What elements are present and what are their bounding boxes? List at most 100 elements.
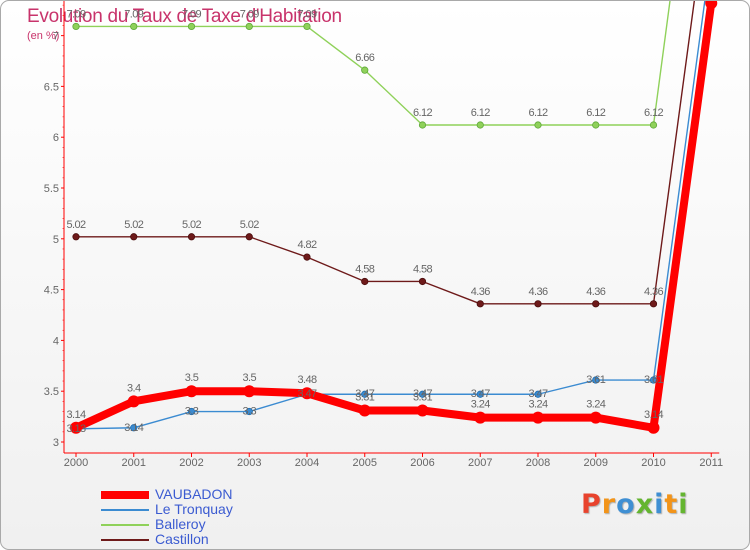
- data-label: 3.14: [66, 409, 85, 421]
- data-label: 3.61: [644, 374, 663, 386]
- data-point: [72, 233, 80, 241]
- x-tick-label: 2004: [295, 457, 319, 469]
- series-line-le-tronquay: [75, 1, 706, 430]
- y-tick-label: 5: [53, 234, 59, 246]
- y-tick-label: 4: [53, 335, 59, 347]
- data-point: [243, 385, 256, 398]
- data-label: 3.3: [243, 406, 257, 418]
- data-label: 4.36: [471, 286, 490, 298]
- data-point: [187, 22, 196, 31]
- legend-label: Balleroy: [155, 516, 206, 532]
- y-tick-label: 6.5: [44, 81, 59, 93]
- legend-swatch: [101, 509, 149, 511]
- brand-logo: Proxiti: [581, 489, 689, 520]
- data-point: [592, 300, 600, 308]
- data-point: [534, 390, 542, 398]
- data-label: 3.24: [528, 399, 547, 411]
- data-point: [187, 407, 196, 416]
- data-label: 3.14: [124, 422, 143, 434]
- data-label: 3.5: [185, 372, 199, 384]
- legend-label: Castillon: [155, 531, 209, 547]
- data-point: [358, 404, 371, 417]
- data-point: [534, 300, 542, 308]
- data-label: 4.58: [355, 263, 374, 275]
- data-label: 5.02: [66, 219, 85, 231]
- data-point: [647, 421, 660, 434]
- data-label: 7.09: [240, 8, 259, 20]
- y-tick-label: 7: [53, 31, 59, 43]
- legend-swatch: [101, 491, 149, 499]
- data-label: 6.12: [413, 107, 432, 119]
- data-point: [592, 121, 600, 129]
- y-tick-label: 3.5: [44, 386, 59, 398]
- data-point: [301, 387, 313, 400]
- data-label: 7.09: [182, 8, 201, 20]
- y-tick-label: 4.5: [44, 285, 59, 297]
- data-label: 4.58: [413, 263, 432, 275]
- data-label: 6.12: [471, 107, 490, 119]
- data-point: [705, 1, 718, 10]
- data-point: [245, 22, 253, 31]
- data-point: [474, 411, 487, 424]
- data-point: [476, 121, 484, 129]
- series-line-balleroy: [75, 1, 671, 126]
- y-tick-label: 6: [53, 132, 59, 144]
- data-point: [361, 390, 369, 398]
- data-point: [127, 395, 140, 408]
- x-tick-label: 2000: [64, 457, 88, 469]
- data-point: [187, 233, 196, 241]
- data-point: [476, 390, 484, 398]
- x-tick-label: 2008: [526, 457, 550, 469]
- data-point: [418, 390, 427, 398]
- data-label: 3.47: [297, 388, 316, 400]
- data-point: [534, 121, 542, 129]
- legend-label: VAUBADON: [155, 486, 233, 502]
- data-label: 3.14: [644, 409, 663, 421]
- data-label: 3.61: [586, 374, 605, 386]
- data-point: [70, 421, 82, 434]
- data-label: 3.5: [243, 372, 257, 384]
- data-point: [185, 385, 198, 398]
- data-label: 7.09: [297, 8, 316, 20]
- x-tick-label: 2002: [179, 457, 203, 469]
- legend-swatch: [101, 524, 149, 526]
- legend-label: Le Tronquay: [155, 501, 233, 517]
- data-label: 6.12: [644, 107, 663, 119]
- data-point: [416, 404, 429, 417]
- data-point: [418, 121, 427, 129]
- data-label: 7.09: [66, 8, 85, 20]
- x-tick-label: 2010: [641, 457, 665, 469]
- data-label: 5.02: [124, 219, 143, 231]
- x-tick-label: 2009: [584, 457, 608, 469]
- data-point: [361, 66, 369, 74]
- data-label: 3.48: [297, 374, 316, 386]
- data-point: [418, 277, 427, 286]
- x-tick-label: 2001: [122, 457, 146, 469]
- chart-title: Evolution du Taux de Taxe d'Habitation: [27, 6, 342, 27]
- data-label: 4.36: [528, 286, 547, 298]
- data-point: [649, 300, 658, 308]
- legend-swatch: [101, 539, 149, 541]
- data-label: 6.12: [528, 107, 547, 119]
- data-label: 4.36: [644, 286, 663, 298]
- data-point: [476, 300, 484, 308]
- data-label: 3.47: [355, 388, 374, 400]
- data-point: [245, 233, 253, 241]
- data-point: [245, 407, 253, 416]
- series-line-castillon: [75, 1, 695, 305]
- data-point: [72, 22, 80, 31]
- data-label: 3.31: [355, 392, 374, 404]
- data-point: [532, 411, 544, 424]
- data-label: 3.47: [413, 388, 432, 400]
- x-tick-label: 2005: [353, 457, 377, 469]
- data-point: [130, 233, 138, 241]
- data-label: 3.47: [471, 388, 490, 400]
- x-tick-label: 2011: [699, 457, 723, 469]
- data-label: 7.09: [124, 8, 143, 20]
- data-point: [361, 277, 369, 286]
- chart-subtitle: (en %): [27, 30, 60, 42]
- data-label: 5.02: [182, 219, 201, 231]
- data-point: [589, 411, 602, 424]
- y-tick-label: 3: [53, 437, 59, 449]
